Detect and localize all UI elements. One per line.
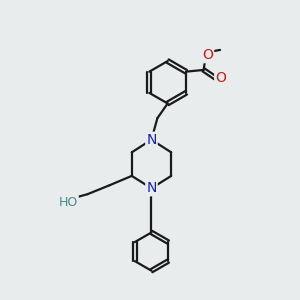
- Text: N: N: [146, 133, 157, 147]
- Text: O: O: [202, 48, 213, 62]
- Text: HO: HO: [58, 196, 78, 209]
- Text: O: O: [215, 71, 226, 85]
- Text: N: N: [146, 181, 157, 195]
